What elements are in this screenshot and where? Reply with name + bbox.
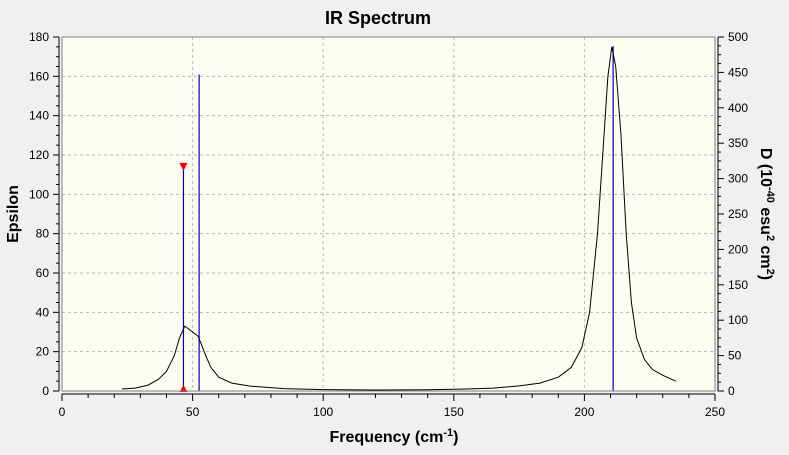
y-axis-right: 0 50 100 150 200 250 300 350 400 450 500 (717, 30, 748, 398)
x-axis-label-sup: -1 (443, 427, 453, 439)
x-tick-label: 200 (574, 405, 594, 419)
y2-tick-label: 100 (728, 313, 748, 327)
x-axis: 0 50 100 150 200 250 (59, 393, 725, 419)
plot-frame (61, 36, 716, 392)
spectrum-curve-group (122, 46, 677, 391)
x-tick-label: 100 (313, 405, 333, 419)
y-tick-label: 40 (36, 305, 50, 319)
y-tick-label: 20 (36, 345, 50, 359)
x-axis-label-end: ) (453, 429, 458, 446)
y2-tick-label: 250 (728, 207, 748, 221)
y2-axis-label: D (10-40 esu2 cm2) (757, 148, 776, 280)
y2-label-part-2: -40 (764, 187, 776, 203)
y-axis-left: 0 20 40 60 80 100 120 140 160 180 (29, 30, 60, 398)
y2-tick-label: 200 (728, 242, 748, 256)
chart-title: IR Spectrum (325, 8, 431, 28)
spectrum-curve (122, 46, 677, 391)
y-axis-label: Epsilon (5, 185, 22, 243)
y2-tick-label: 0 (728, 384, 735, 398)
y-tick-label: 60 (36, 266, 50, 280)
y-tick-label: 80 (36, 227, 50, 241)
y2-label-part-3: esu (757, 203, 774, 235)
y2-label-part-5: cm (757, 241, 774, 269)
y2-tick-label: 400 (728, 101, 748, 115)
x-tick-label: 150 (444, 405, 464, 419)
y2-tick-label: 450 (728, 65, 748, 79)
x-tick-label: 250 (705, 405, 725, 419)
y-tick-label: 140 (29, 109, 49, 123)
y2-tick-label: 350 (728, 136, 748, 150)
y-tick-label: 0 (42, 384, 49, 398)
grid-lines (62, 37, 715, 391)
y2-tick-label: 50 (728, 349, 742, 363)
x-tick-label: 0 (59, 405, 66, 419)
y2-tick-label: 150 (728, 278, 748, 292)
y2-tick-label: 500 (728, 30, 748, 44)
x-axis-label-main: Frequency (cm (330, 429, 444, 446)
y-tick-label: 100 (29, 187, 49, 201)
y2-label-part-7: ) (757, 275, 774, 280)
y-tick-label: 160 (29, 69, 49, 83)
y2-label-part-6: 2 (764, 269, 776, 275)
y-tick-label: 180 (29, 30, 49, 44)
marker-group (179, 162, 188, 392)
marker-top (179, 162, 188, 171)
y2-label-part-1: D (10 (757, 148, 774, 187)
x-axis-label: Frequency (cm-1) (330, 427, 459, 446)
x-tick-label: 50 (186, 405, 200, 419)
y2-tick-label: 300 (728, 172, 748, 186)
plot-border (61, 36, 716, 392)
y-tick-label: 120 (29, 148, 49, 162)
y2-label-part-4: 2 (764, 235, 776, 241)
marker-bottom (179, 385, 188, 392)
